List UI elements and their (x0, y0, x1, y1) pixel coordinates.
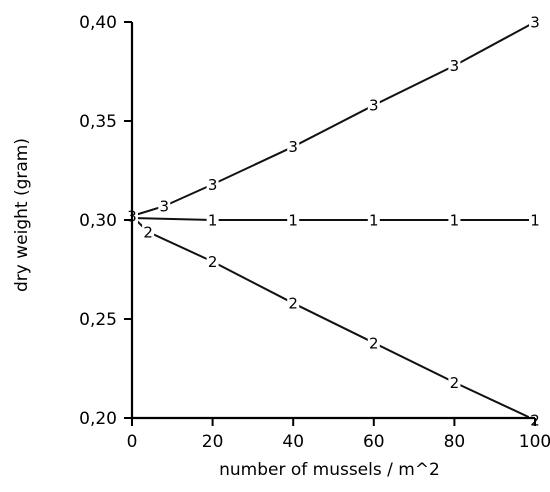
x-tick-label: 40 (282, 432, 304, 452)
data-point-marker: 1 (287, 211, 300, 230)
data-point-marker: 1 (206, 211, 219, 230)
svg-text:1: 1 (530, 212, 540, 230)
x-tick-label: 100 (519, 432, 550, 452)
x-tick-label: 60 (363, 432, 385, 452)
svg-text:1: 1 (288, 212, 298, 230)
tick-layer: 0,20 0,25 0,30 0,35 0,40 0 20 40 60 80 100 (79, 13, 550, 452)
x-tick-label: 0 (127, 432, 138, 452)
svg-text:3: 3 (530, 14, 540, 32)
svg-text:2: 2 (369, 334, 379, 352)
svg-text:2: 2 (143, 223, 153, 241)
x-tick-label: 80 (444, 432, 466, 452)
marker-layer: 11111122222223333333 (126, 13, 541, 429)
x-tick-label: 20 (202, 432, 224, 452)
data-point-marker: 2 (287, 294, 300, 313)
svg-text:3: 3 (369, 97, 379, 115)
svg-text:1: 1 (450, 212, 460, 230)
svg-text:1: 1 (369, 212, 379, 230)
svg-text:3: 3 (450, 57, 460, 75)
data-point-marker: 3 (367, 96, 380, 115)
y-tick-label: 0,25 (79, 310, 117, 330)
svg-text:3: 3 (288, 138, 298, 156)
svg-text:3: 3 (208, 176, 218, 194)
data-point-marker: 2 (142, 222, 155, 241)
data-point-marker: 3 (158, 197, 171, 216)
series-layer (131, 21, 536, 421)
data-point-marker: 1 (448, 211, 461, 230)
x-axis-title: number of mussels / m^2 (219, 460, 440, 480)
y-axis-title: dry weight (gram) (12, 138, 32, 292)
data-point-marker: 3 (448, 56, 461, 75)
data-point-marker: 2 (367, 333, 380, 352)
y-tick-label: 0,30 (79, 211, 117, 231)
y-tick-label: 0,40 (79, 13, 117, 33)
data-point-marker: 2 (206, 252, 219, 271)
y-tick-label: 0,20 (79, 409, 117, 429)
svg-text:3: 3 (159, 198, 169, 216)
data-point-marker: 1 (529, 211, 541, 230)
data-point-marker: 3 (287, 137, 300, 156)
svg-text:2: 2 (208, 253, 218, 271)
y-tick-label: 0,35 (79, 112, 117, 132)
data-point-marker: 3 (206, 175, 219, 194)
series-line-2 (131, 215, 536, 421)
data-point-marker: 1 (367, 211, 380, 230)
data-point-marker: 3 (529, 13, 541, 32)
svg-text:1: 1 (208, 212, 218, 230)
data-point-marker: 2 (448, 373, 461, 392)
series-line-1 (131, 217, 535, 221)
svg-text:2: 2 (450, 374, 460, 392)
svg-text:2: 2 (288, 295, 298, 313)
series-line-3 (131, 21, 536, 217)
